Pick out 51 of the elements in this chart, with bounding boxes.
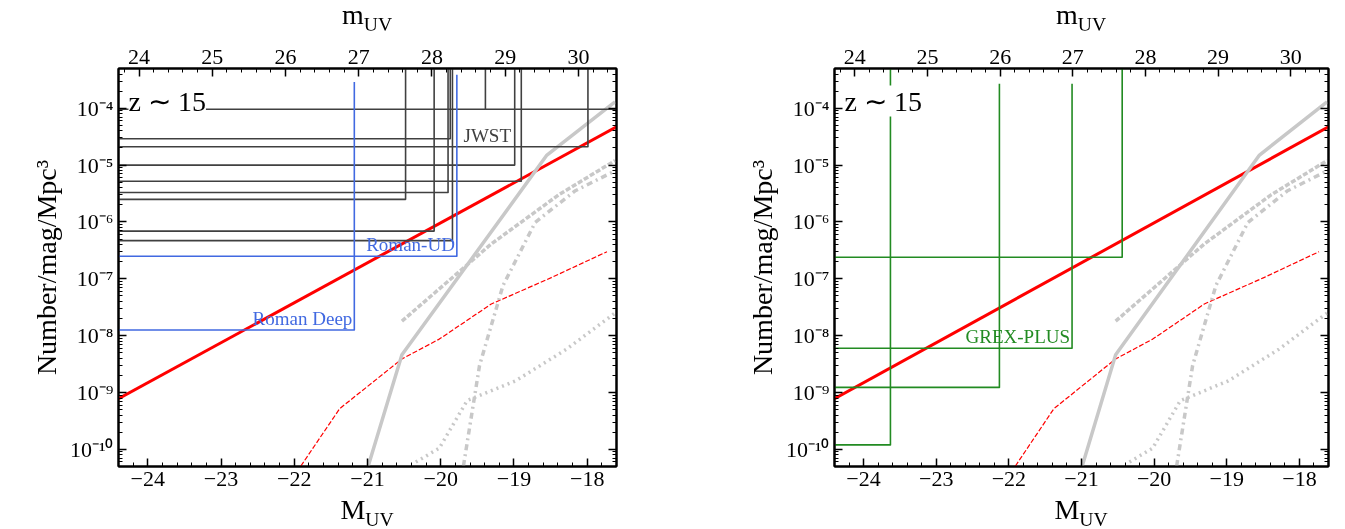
x2-tick-label: 30 — [1279, 43, 1302, 69]
x-tick-label: −19 — [496, 465, 532, 491]
y-tick-label: 10⁻⁴ — [76, 95, 114, 121]
y-tick-label: 10⁻⁹ — [792, 380, 830, 406]
x-tick-label: −23 — [919, 465, 954, 491]
y-tick-label: 10⁻⁸ — [76, 323, 114, 349]
y-tick-label: 10⁻⁶ — [792, 209, 830, 235]
x-axis-title: M$_{UV}$ — [340, 494, 394, 529]
x2-tick-label: 24 — [843, 43, 866, 69]
x-tick-label: −21 — [350, 465, 385, 491]
x2-tick-label: 29 — [1207, 43, 1230, 69]
x-tick-label: −23 — [203, 465, 239, 491]
y-tick-label: 10⁻⁴ — [792, 95, 830, 121]
y-tick-label: 10⁻⁵ — [792, 152, 830, 178]
x-tick-label: −21 — [1064, 465, 1099, 491]
x2-tick-label: 30 — [567, 43, 590, 69]
x-tick-label: −18 — [1282, 465, 1317, 491]
x-tick-label: −18 — [570, 465, 605, 491]
x2-tick-label: 29 — [494, 43, 517, 69]
x-tick-label: −24 — [130, 465, 166, 491]
y-axis-title: Number/mag/Mpc³ — [746, 159, 778, 376]
y-tick-label: 10⁻⁹ — [76, 380, 114, 406]
y-tick-label: 10⁻¹⁰ — [785, 436, 830, 462]
x-tick-label: −19 — [1209, 465, 1245, 491]
x-tick-label: −20 — [1136, 465, 1172, 491]
annotation: z ∼ 15 — [844, 85, 922, 117]
y-tick-label: 10⁻⁷ — [76, 266, 114, 292]
annotation: z ∼ 15 — [128, 85, 206, 117]
annotation: JWST — [463, 124, 512, 146]
x2-tick-label: 28 — [1134, 43, 1157, 69]
x2-tick-label: 25 — [201, 43, 224, 69]
x-tick-label: −24 — [846, 465, 881, 491]
x2-tick-label: 25 — [916, 43, 939, 69]
x-tick-label: −22 — [277, 465, 312, 491]
x2-axis-title: m$_{UV}$ — [1055, 0, 1107, 37]
x2-tick-label: 24 — [128, 43, 151, 69]
x-tick-label: −20 — [423, 465, 458, 491]
x2-axis-title: m$_{UV}$ — [341, 0, 393, 37]
y-tick-label: 10⁻¹⁰ — [69, 436, 114, 462]
x2-tick-label: 26 — [989, 43, 1012, 69]
x2-tick-label: 26 — [274, 43, 297, 69]
x-axis-title: M$_{UV}$ — [1054, 494, 1108, 529]
y-tick-label: 10⁻⁸ — [792, 323, 830, 349]
x2-tick-label: 28 — [420, 43, 443, 69]
x-tick-label: −22 — [991, 465, 1027, 491]
x2-tick-label: 27 — [1061, 43, 1084, 69]
x2-tick-label: 27 — [347, 43, 370, 69]
y-tick-label: 10⁻⁶ — [76, 209, 114, 235]
y-tick-label: 10⁻⁷ — [792, 266, 830, 292]
y-tick-label: 10⁻⁵ — [76, 152, 114, 178]
y-axis-title: Number/mag/Mpc³ — [30, 159, 62, 376]
